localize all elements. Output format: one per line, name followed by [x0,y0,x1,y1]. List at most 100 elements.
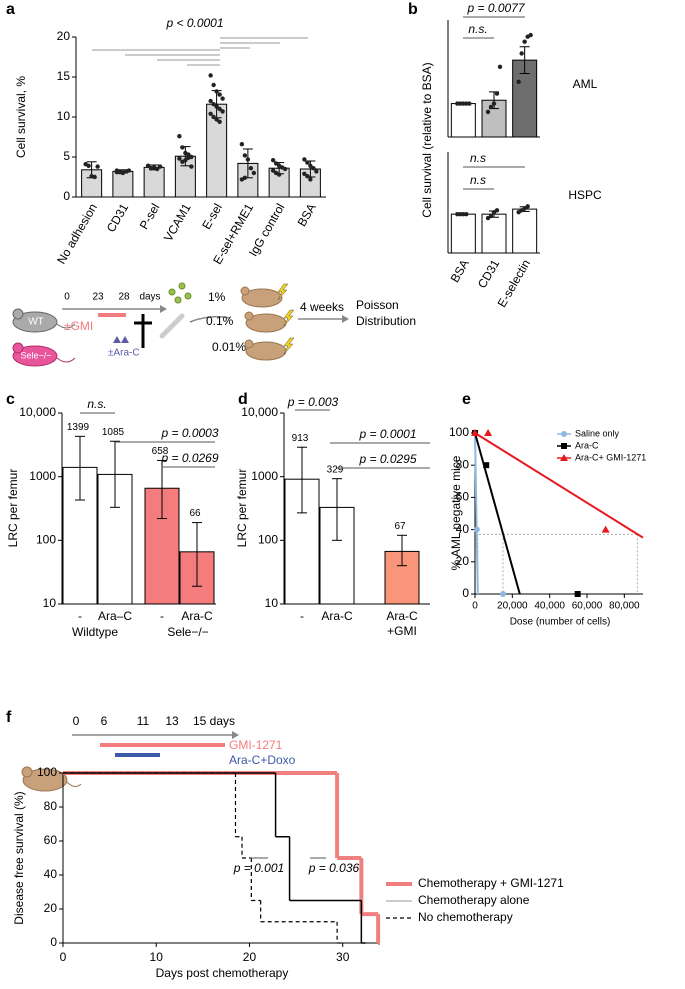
value-label: 1085 [102,427,125,438]
data-point [308,177,313,182]
y-tick-label: 10 [265,596,279,610]
value-label: 658 [152,446,169,457]
annotation: p = 0.003 [287,395,339,409]
y-tick-label: 60 [44,833,58,847]
data-point [126,168,132,173]
fit-line [474,432,644,539]
annotation: n.s. [468,22,487,36]
data-point [302,157,307,162]
timeline-label: 11 [137,714,150,728]
marker [574,591,581,597]
y-tick-label: 0 [462,586,469,600]
data-point [302,171,307,176]
annotation: p = 0.0269 [160,451,218,465]
y-tick-label: 100 [258,533,278,547]
y-tick-label: 10,000 [19,405,56,419]
legend-label: Chemotherapy + GMI-1271 [418,876,564,890]
x-tick-label: E-sel [199,201,225,232]
annotation: n.s. [87,397,106,411]
data-point [270,168,276,173]
data-point [117,169,123,174]
data-point [211,82,216,88]
y-axis-label: % AML negative mice [449,455,463,570]
x-tick-label: 40,000 [534,601,565,612]
annotation: p = 0.0295 [358,452,416,466]
x-tick-label: Ara–C [98,609,132,623]
annotation: p = 0.0077 [466,1,525,15]
data-point [214,89,219,94]
data-point [148,166,154,171]
x-tick-label: 30 [336,950,350,964]
x-axis-label: Days post chemotherapy [156,966,289,980]
data-point [211,114,216,120]
panel-label: b [408,1,418,18]
value-label: 67 [394,521,406,532]
x-tick-label: BSA [295,201,319,229]
data-point [245,157,251,162]
marker [500,591,506,597]
timeline-label: 6 [101,714,108,728]
data-point [211,102,216,107]
fit-line [474,432,521,595]
x-tick-label: Ara-C [321,609,353,623]
data-point [251,170,257,176]
data-point [220,109,225,114]
y-tick-label: 0 [50,935,57,949]
timeline-label: 0 [64,292,70,303]
annotation: p < 0.0001 [165,16,223,30]
x-tick-label: 0 [60,950,67,964]
y-axis-label: Disease free survival (%) [12,791,26,924]
data-point [491,101,497,106]
treatment-label: ±GMI [64,319,93,333]
annotation: p = 0.0003 [160,426,218,440]
data-point [494,208,500,213]
y-tick-label: 40 [44,867,58,881]
marker [561,443,567,449]
marker [483,462,490,469]
x-tick-label: 60,000 [572,601,603,612]
legend-label: Ara-C+ GMI-1271 [575,452,646,462]
y-tick-label: 1000 [29,469,56,483]
data-point [239,142,245,147]
x-tick-label: - [300,609,304,623]
x-tick-label: +GMI [387,624,417,638]
data-point [217,119,222,125]
y-tick-label: 80 [456,457,470,471]
data-point [217,106,222,112]
legend-label: Ara-C [575,440,599,450]
data-point [273,161,279,166]
data-point [189,164,194,169]
treatment-label: ±Ara-C [108,348,140,359]
data-point [488,213,494,219]
data-point [183,158,188,163]
data-point [92,174,97,180]
y-axis-label: LRC per femur [235,469,249,548]
x-tick-label: 10 [150,950,164,964]
timeline-label: 23 [92,292,104,303]
x-tick-label: CD31 [104,201,132,235]
x-tick-label: VCAM1 [161,201,194,244]
data-point [522,39,527,44]
timeline-label: 13 [165,714,179,728]
data-point [464,211,469,217]
y-tick-label: 60 [456,490,470,504]
dose-label: 1% [208,290,226,304]
data-point [248,166,254,171]
mouse-label: Sele−/− [20,350,51,360]
treatment-label: Ara-C+Doxo [229,753,296,767]
data-point [214,117,219,122]
panel-label: a [6,1,15,18]
subplot-label: HSPC [568,188,602,202]
y-tick-label: 20 [456,554,470,568]
data-point [467,101,472,106]
data-point [177,134,182,139]
data-point [311,166,316,171]
fit-line [474,432,479,595]
panel-label: f [6,709,12,726]
data-point [217,92,222,97]
group-label: Sele−/− [167,625,208,639]
schematic-top: WT Sele−/− 0 23 28 days ±GMI ±Ara-C 1% 0… [12,282,416,367]
x-tick-label: BSA [448,257,472,285]
data-point [516,79,521,85]
